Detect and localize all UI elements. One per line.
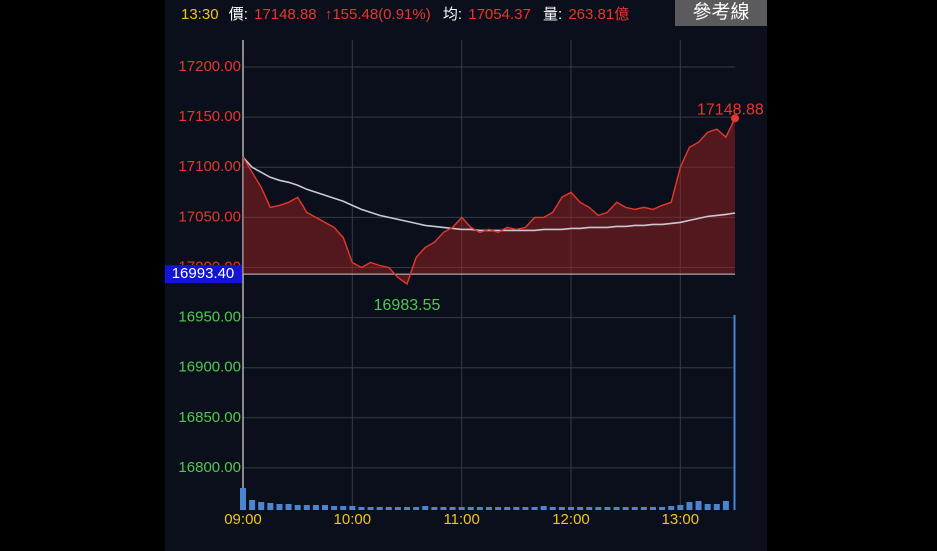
- x-tick-label: 12:00: [552, 511, 590, 528]
- volume-bar: [704, 504, 711, 510]
- volume-bar: [322, 505, 328, 510]
- y-tick-label: 16900.00: [178, 359, 241, 376]
- volume-bar: [595, 507, 602, 510]
- volume-bar: [604, 507, 611, 510]
- plot: 17200.0017150.0017100.0017050.0017000.00…: [165, 40, 764, 528]
- header-avg: 17054.37: [468, 6, 531, 23]
- volume-bar: [713, 504, 720, 510]
- volume-bar: [577, 507, 584, 510]
- series-line: [242, 117, 736, 286]
- volume-bar: [513, 507, 520, 510]
- header-avg-label: 均:: [443, 6, 462, 23]
- volume-bar: [568, 507, 574, 510]
- volume-bar: [440, 507, 447, 510]
- volume-bar: [622, 507, 629, 510]
- volume-bar: [276, 504, 283, 510]
- y-tick-label: 16800.00: [178, 459, 241, 476]
- volume-bar: [349, 506, 356, 510]
- volume-bar: [476, 507, 483, 510]
- volume-bar: [249, 500, 256, 510]
- volume-bar: [558, 507, 565, 510]
- high-label: 17148.88: [697, 102, 764, 119]
- volume-bar: [613, 507, 620, 510]
- button-bg[interactable]: [675, 0, 767, 26]
- price-area: [243, 118, 735, 284]
- last-point: [731, 114, 739, 123]
- y-tick-label: 17100.00: [178, 158, 241, 175]
- panel: [165, 0, 767, 551]
- button-label[interactable]: 參考線: [692, 1, 749, 23]
- volume-bar: [422, 506, 429, 510]
- y-tick-label: 17050.00: [178, 208, 241, 225]
- volume-bar: [467, 507, 474, 510]
- volume-bar: [303, 505, 310, 510]
- volume-bar: [486, 507, 492, 510]
- volume-bar: [686, 502, 693, 510]
- header: 13:30 價: 17148.88 ↑155.48(0.91%) 均: 1705…: [181, 6, 629, 23]
- volume-bar: [668, 506, 675, 510]
- volume-bar: [586, 507, 593, 510]
- volume-bar: [376, 507, 383, 510]
- volume-bar: [358, 507, 365, 510]
- volume-bar: [385, 507, 392, 510]
- volume-bar: [504, 507, 511, 510]
- volume-bar: [531, 507, 538, 510]
- volume-bar: [431, 507, 438, 510]
- reference-label-bg: [165, 265, 242, 284]
- volume-bar: [331, 506, 338, 510]
- header-price-label: 價:: [229, 6, 248, 23]
- volume-bar: [650, 507, 656, 510]
- y-tick-label: 17200.00: [178, 58, 241, 75]
- volume-bar: [449, 507, 456, 510]
- volume-bar: [495, 507, 502, 510]
- volume-bar: [549, 507, 556, 510]
- x-tick-label: 11:00: [443, 511, 479, 528]
- reference-line-button[interactable]: 參考線: [675, 0, 767, 26]
- volume-bar: [404, 507, 410, 510]
- series-line: [242, 156, 736, 232]
- volume-bar: [394, 507, 401, 510]
- volume-bar: [540, 506, 547, 510]
- header-vol: 263.81億: [568, 6, 629, 23]
- y-tick-label: 16850.00: [178, 409, 241, 426]
- header-change: ↑155.48(0.91%): [325, 6, 431, 23]
- volume-bar: [258, 502, 265, 510]
- volume-bar: [413, 507, 420, 510]
- volume-bar: [522, 507, 529, 510]
- volume-bar: [312, 505, 319, 510]
- header-vol-label: 量:: [543, 6, 562, 23]
- volume-bar: [695, 501, 702, 510]
- volume-bar: [722, 501, 729, 510]
- volume-bar: [340, 506, 347, 510]
- volume-bar: [659, 507, 666, 510]
- volume-bar: [285, 504, 292, 510]
- y-tick-label: 16950.00: [178, 309, 241, 326]
- volume-bar: [631, 507, 638, 510]
- volume-bar: [458, 507, 465, 510]
- low-label: 16983.55: [374, 297, 441, 314]
- x-tick-label: 09:00: [224, 511, 262, 528]
- reference-label: 16993.40: [172, 265, 235, 282]
- volume-bar: [640, 507, 647, 510]
- x-tick-label: 10:00: [334, 511, 372, 528]
- header-time: 13:30: [181, 6, 219, 23]
- volume-bar: [267, 503, 274, 510]
- volume-bar: [294, 505, 301, 510]
- volume-bar: [677, 505, 684, 510]
- volume-bar: [733, 315, 736, 510]
- header-price: 17148.88: [254, 6, 317, 23]
- volume-bar: [367, 507, 374, 510]
- x-tick-label: 13:00: [662, 511, 700, 528]
- y-tick-label: 17150.00: [178, 108, 241, 125]
- volume-bar: [240, 488, 246, 510]
